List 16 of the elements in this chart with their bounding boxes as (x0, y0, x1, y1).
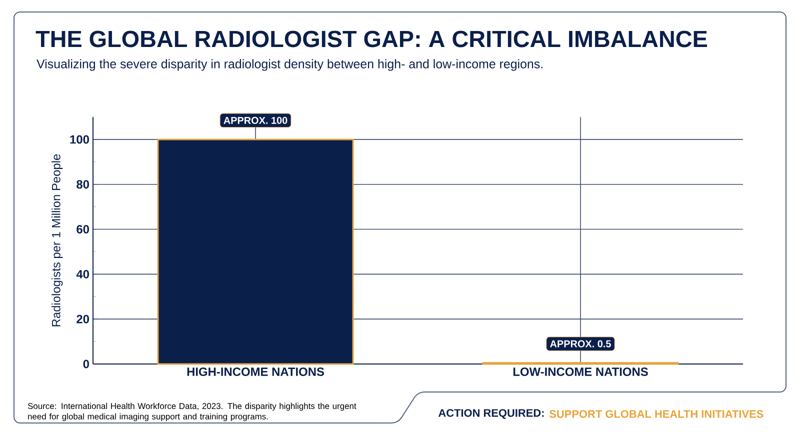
chart-subtitle: Visualizing the severe disparity in radiologist density between high- and low-income regions. (36, 59, 542, 71)
y-tick-label: 80 (76, 180, 89, 189)
y-tick-label: 100 (70, 135, 89, 144)
chart-title: THE GLOBAL RADIOLOGIST GAP: A CRITICAL IMBALANCE (36, 30, 708, 48)
text: SUPPORT GLOBAL HEALTH INITIATIVES (549, 410, 764, 418)
x-tick-label: LOW-INCOME NATIONS (513, 368, 648, 376)
source-note: Source: International Health Workforce Data, 2023. The disparity highlights the urgent need for global medical imaging support and training programs. (28, 402, 356, 422)
y-axis-title: Radiologists per 1 Million People (52, 154, 63, 326)
text: ACTION REQUIRED: (438, 409, 544, 419)
y-tick-label: 0 (83, 360, 89, 368)
data-label: APPROX. 0.5 (550, 340, 611, 348)
x-tick-label: HIGH-INCOME NATIONS (187, 368, 324, 376)
y-tick-label: 20 (76, 314, 89, 324)
y-tick-label: 60 (76, 225, 89, 234)
data-label: APPROX. 100 (224, 116, 288, 124)
y-tick-label: 40 (76, 270, 89, 278)
